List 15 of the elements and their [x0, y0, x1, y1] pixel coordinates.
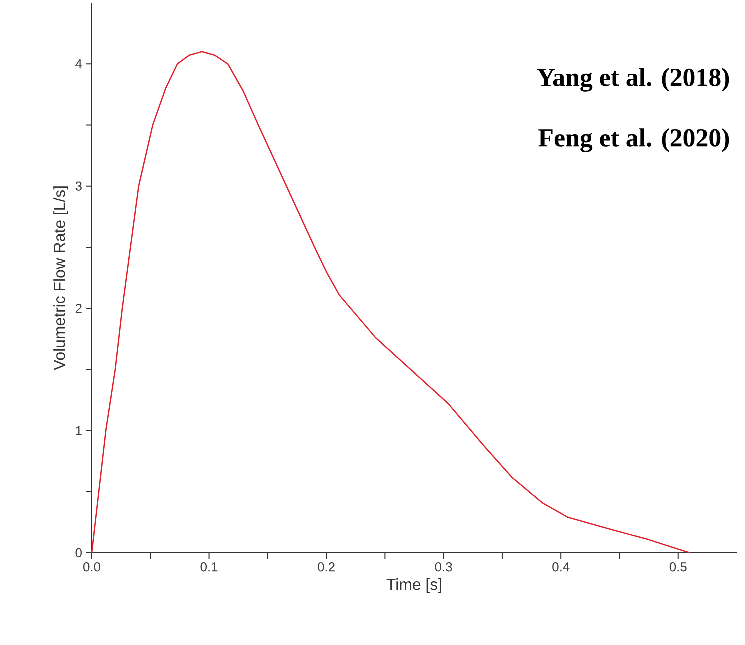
annotation: Feng et al. (2020) — [538, 128, 730, 152]
x-tick-label: 0.5 — [670, 562, 687, 572]
y-tick-label: 2 — [76, 304, 82, 314]
x-axis-title: Time [s] — [386, 578, 442, 594]
y-tick-label: 1 — [76, 426, 82, 436]
x-tick-label: 0.0 — [84, 562, 101, 572]
y-axis-title: Volumetric Flow Rate [L/s] — [54, 186, 68, 371]
x-tick-label: 0.2 — [318, 562, 335, 572]
y-tick-label: 3 — [76, 182, 82, 191]
x-tick-label: 0.4 — [552, 562, 570, 572]
y-tick-label: 0 — [76, 548, 82, 558]
y-tick-label: 4 — [76, 60, 82, 69]
x-tick-label: 0.3 — [435, 562, 452, 572]
annotation: Yang et al. (2018) — [537, 68, 730, 92]
x-tick-label: 0.1 — [200, 562, 218, 572]
